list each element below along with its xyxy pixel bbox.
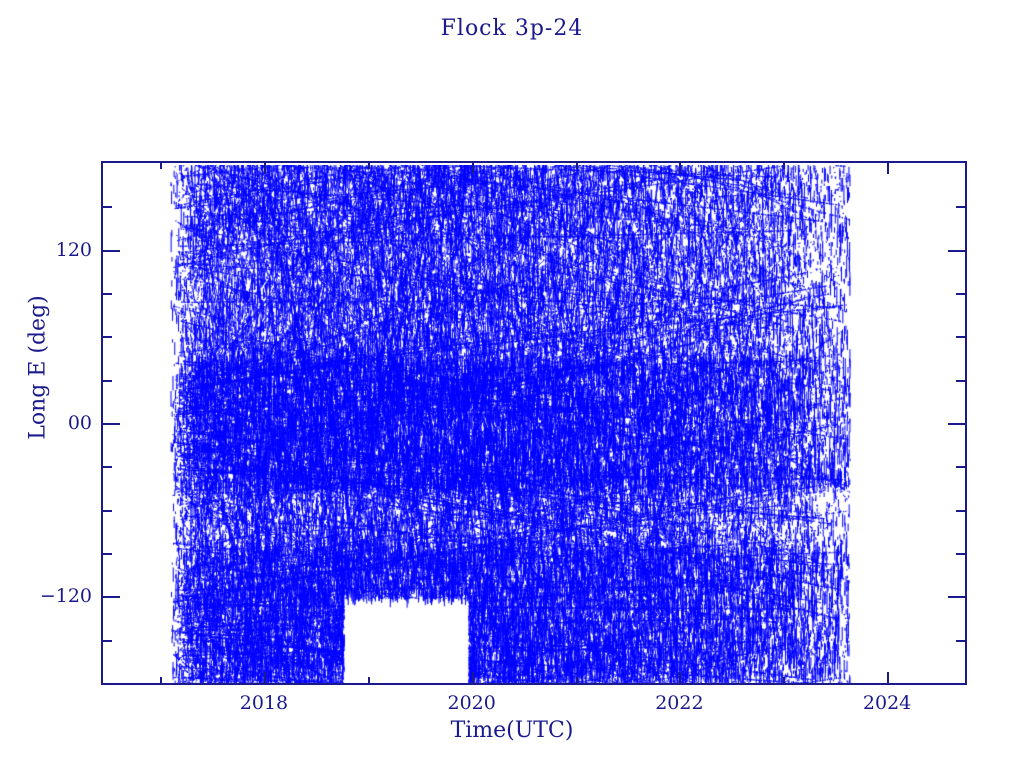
top-axis-tick — [575, 163, 578, 169]
top-axis-tick — [887, 163, 890, 174]
x-tick-label: 2024 — [862, 692, 912, 714]
right-axis-tick — [956, 293, 965, 295]
left-axis-tick — [103, 639, 112, 642]
bottom-axis-tick — [783, 677, 786, 683]
right-axis-tick — [956, 336, 965, 339]
bottom-axis-tick — [367, 677, 370, 683]
x-tick-label: 2020 — [447, 692, 496, 714]
top-axis-tick — [679, 163, 682, 174]
x-tick-label: 2022 — [655, 692, 704, 714]
x-axis-tick-labels: 2018 2020 2022 2024 — [0, 692, 1024, 722]
top-axis-tick — [160, 163, 163, 169]
y-axis-tick-labels: 120 00 −120 — [0, 161, 92, 685]
left-axis-tick — [103, 466, 112, 469]
right-axis-tick — [956, 379, 965, 382]
left-axis-tick — [103, 293, 112, 295]
right-axis-tick — [948, 249, 965, 252]
y-tick-label: 00 — [67, 412, 92, 434]
right-axis-tick — [956, 466, 965, 469]
left-axis-tick — [103, 336, 112, 339]
page-title: Flock 3p-24 — [440, 16, 584, 41]
right-axis-tick — [948, 596, 965, 599]
bottom-axis-tick — [887, 672, 890, 683]
top-axis-tick — [367, 163, 370, 169]
right-axis-tick — [956, 553, 965, 555]
longitude-track-series — [105, 165, 965, 683]
left-axis-tick — [103, 423, 120, 425]
x-axis-title: Time(UTC) — [450, 718, 574, 743]
bottom-axis-tick — [575, 677, 578, 683]
bottom-axis-tick — [263, 672, 266, 683]
left-axis-tick — [103, 509, 112, 512]
bottom-axis-tick — [679, 672, 682, 683]
x-tick-label: 2018 — [239, 692, 289, 714]
y-tick-label: 120 — [55, 238, 92, 261]
bottom-axis-tick — [160, 677, 163, 683]
plot-area — [101, 161, 967, 685]
left-axis-tick — [103, 249, 120, 252]
top-axis-tick — [263, 163, 266, 174]
bottom-axis-tick — [471, 672, 474, 683]
right-axis-tick — [956, 509, 965, 512]
right-axis-tick — [956, 206, 965, 209]
top-axis-tick — [471, 163, 474, 174]
left-axis-tick — [103, 553, 112, 555]
right-axis-tick — [956, 639, 965, 642]
top-axis-tick — [783, 163, 786, 169]
y-tick-label: −120 — [39, 585, 92, 608]
left-axis-tick — [103, 206, 112, 209]
right-axis-tick — [948, 423, 965, 425]
left-axis-tick — [103, 379, 112, 382]
left-axis-tick — [103, 596, 120, 599]
y-axis-title: Long E (deg) — [25, 295, 51, 440]
